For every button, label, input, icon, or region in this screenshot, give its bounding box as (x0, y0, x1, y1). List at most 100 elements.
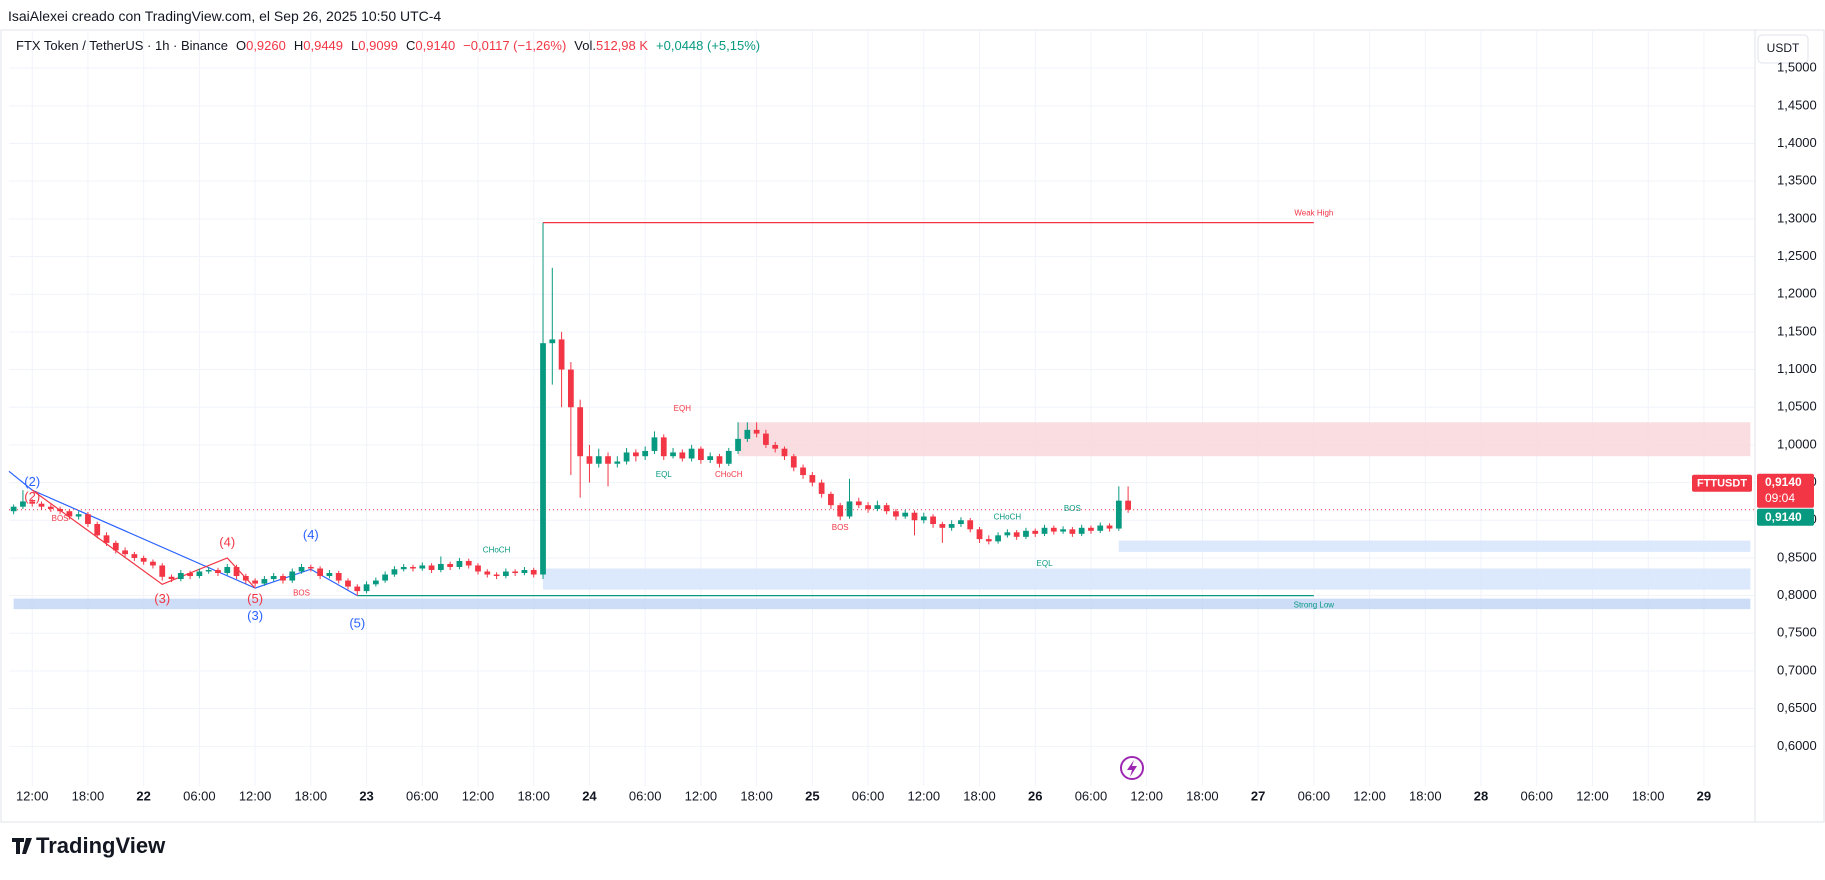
volume-change: +0,0448 (+5,15%) (656, 38, 760, 53)
candle-body (558, 339, 565, 370)
y-tick-label: 0,6500 (1777, 700, 1817, 715)
candle-body (595, 456, 602, 464)
x-tick-label: 06:00 (629, 788, 662, 803)
x-tick-label: 18:00 (963, 788, 996, 803)
annotation: EQL (656, 470, 673, 479)
candle-body (828, 493, 834, 506)
candle-body (493, 574, 500, 577)
candle-body (168, 576, 175, 580)
annotation: EQH (674, 404, 692, 413)
change: −0,0117 (−1,26%) (463, 38, 566, 53)
candle-body (131, 554, 138, 558)
candle-body (502, 571, 509, 577)
l-label: L (351, 38, 358, 53)
candle-body (976, 529, 983, 540)
grid (9, 30, 1755, 786)
candle-body (196, 571, 203, 577)
x-tick-label: 06:00 (406, 788, 439, 803)
candle-body (540, 343, 546, 575)
y-tick-label: 0,8000 (1777, 587, 1817, 602)
candle-body (1060, 529, 1066, 532)
candle-body (883, 505, 890, 512)
candle-body (1125, 500, 1131, 510)
candle-body (855, 501, 862, 506)
candle-body (363, 584, 370, 592)
y-tick-label: 1,3000 (1777, 210, 1817, 225)
annotation: BOS (52, 514, 69, 523)
event-icon[interactable] (1120, 756, 1144, 780)
y-tick-label: 0,7000 (1777, 662, 1817, 677)
x-tick-label: 12:00 (908, 788, 941, 803)
wave-label: (3) (154, 591, 170, 606)
candle-body (707, 456, 714, 460)
candle-body (874, 505, 881, 509)
candle-body (391, 569, 398, 575)
candle-body (790, 456, 797, 468)
candle-body (1050, 527, 1057, 532)
candle-body (902, 512, 909, 517)
candle-body (605, 456, 611, 464)
candle-body (939, 524, 946, 528)
candle-body (103, 535, 110, 543)
candle-body (29, 501, 36, 504)
logo-text: TradingView (36, 833, 166, 858)
candle-body (958, 520, 964, 525)
x-tick-label: 12:00 (685, 788, 718, 803)
x-tick-label: 12:00 (16, 788, 49, 803)
y-tick-label: 1,1500 (1777, 323, 1817, 338)
y-tick-label: 1,4500 (1777, 97, 1817, 112)
candle-body (242, 576, 249, 581)
candle-body (772, 444, 779, 449)
candle-body (1097, 525, 1104, 531)
candle-body (122, 550, 128, 555)
open: 0,9260 (246, 38, 286, 53)
candle-body (818, 482, 825, 494)
x-tick-label: 18:00 (1186, 788, 1219, 803)
candle-body (140, 557, 147, 562)
x-tick-label: 29 (1697, 788, 1711, 803)
x-tick-label: 06:00 (1520, 788, 1553, 803)
candle-body (1106, 525, 1113, 529)
x-tick-label: 06:00 (183, 788, 216, 803)
x-tick-label: 24 (582, 788, 597, 803)
price-badge-label: 0,9140 (1765, 475, 1802, 489)
wave-label: (2) (24, 489, 40, 504)
annotation: BOS (1064, 504, 1081, 513)
header: FTX Token / TetherUS · 1h · Binance O0,92… (16, 38, 760, 53)
y-tick-label: 1,0000 (1777, 436, 1817, 451)
x-tick-label: 06:00 (1298, 788, 1331, 803)
candle-body (1032, 530, 1039, 534)
annotation: EQL (1037, 559, 1054, 568)
candle-body (298, 566, 305, 572)
candle-body (763, 433, 769, 445)
volume: 512,98 K (596, 38, 648, 53)
candle-body (800, 467, 806, 476)
candle-body (456, 560, 463, 567)
logo-mark (12, 838, 32, 854)
y-tick-label: 1,4000 (1777, 135, 1817, 150)
candle-body (85, 514, 91, 525)
close: 0,9140 (415, 38, 455, 53)
x-tick-label: 12:00 (1130, 788, 1163, 803)
candle-body (716, 456, 723, 464)
candle-body (623, 452, 630, 462)
x-tick-label: 28 (1474, 788, 1488, 803)
symbol-badge (1692, 474, 1752, 492)
candle-body (985, 539, 992, 542)
zone (13, 598, 1751, 610)
annotation: BOS (293, 588, 310, 597)
candle-body (633, 452, 639, 457)
low: 0,9099 (358, 38, 398, 53)
candle-body (57, 508, 63, 512)
y-tick-label: 1,5000 (1777, 60, 1817, 75)
candle-body (465, 560, 472, 566)
candle-body (1069, 529, 1076, 534)
y-tick-label: 0,7500 (1777, 625, 1817, 640)
wave-label: (2) (24, 474, 40, 489)
candle-body (150, 561, 156, 566)
zone (1118, 540, 1751, 552)
currency-button[interactable] (1757, 34, 1809, 64)
annotation: BOS (832, 523, 849, 532)
price-badge (1757, 508, 1814, 526)
